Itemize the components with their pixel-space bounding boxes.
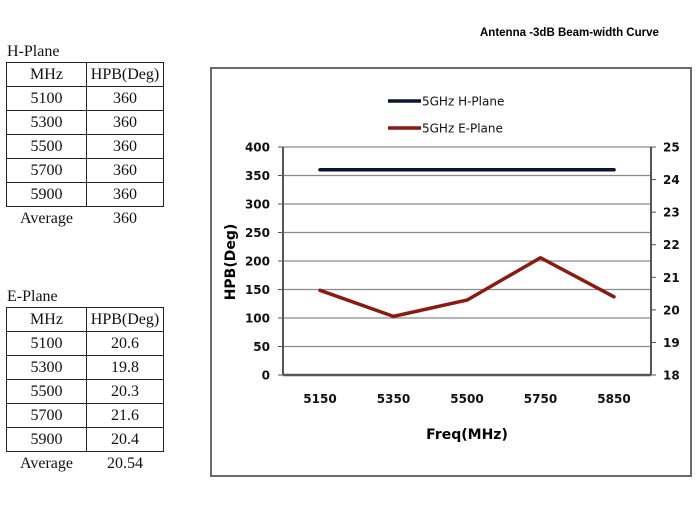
y2-tick-label: 20 <box>663 303 680 317</box>
chart-legend: 5GHz H-Plane 5GHz E-Plane <box>388 95 504 136</box>
cell-hpb: 21.6 <box>86 403 164 428</box>
y-tick-label: 250 <box>245 226 270 240</box>
y2-tick-label: 18 <box>663 369 680 383</box>
chart-axes: 0 50 100 150 200 250 300 350 400 18 19 20 21 22 23 24 25… <box>245 141 680 407</box>
table-row: 5900 20.4 <box>6 427 164 452</box>
cell-hpb: 19.8 <box>86 355 164 380</box>
cell-hpb: 360 <box>86 86 164 111</box>
y-tick-label: 50 <box>253 340 270 354</box>
x-tick-label: 5850 <box>597 392 630 406</box>
table-row: 5300 19.8 <box>6 355 164 380</box>
y-tick-label: 0 <box>262 369 270 383</box>
legend-label: 5GHz H-Plane <box>422 95 504 109</box>
table-row: 5100 20.6 <box>6 331 164 356</box>
cell-mhz: 5100 <box>6 86 87 111</box>
average-row: Average 20.54 <box>7 452 164 476</box>
y2-tick-label: 22 <box>663 238 680 252</box>
average-label: Average <box>20 209 73 227</box>
table-row: 5700 360 <box>6 158 164 183</box>
chart-gridlines <box>283 146 651 376</box>
table-row: 5100 360 <box>6 86 164 111</box>
table-row: 5500 360 <box>6 134 164 159</box>
legend-label: 5GHz E-Plane <box>422 122 503 136</box>
cell-mhz: 5900 <box>6 182 87 207</box>
cell-hpb: 20.4 <box>86 427 164 452</box>
e-plane-table-block: E-Plane MHz HPB(Deg) 5100 20.6 5300 19.8… <box>6 287 164 475</box>
y2-tick-label: 24 <box>663 173 680 187</box>
cell-hpb: 360 <box>86 110 164 135</box>
y-tick-label: 100 <box>245 312 270 326</box>
x-axis-label: Freq(MHz) <box>426 427 508 443</box>
chart-frame <box>210 67 692 477</box>
cell-mhz: 5500 <box>6 134 87 159</box>
h-plane-caption: H-Plane <box>7 43 60 60</box>
h-plane-table-block: H-Plane MHz HPB(Deg) 5100 360 5300 360 5… <box>6 42 164 230</box>
y2-tick-label: 23 <box>663 206 680 220</box>
average-label: Average <box>20 454 73 472</box>
average-value: 360 <box>113 209 137 227</box>
x-tick-label: 5750 <box>524 392 557 406</box>
y-tick-label: 300 <box>245 198 270 212</box>
y-axis-label: HPB(Deg) <box>223 224 239 301</box>
table-row: 5900 360 <box>6 182 164 207</box>
chart-series <box>318 168 616 319</box>
cell-mhz: 5300 <box>6 110 87 135</box>
cell-mhz: 5300 <box>6 355 87 380</box>
cell-hpb: 360 <box>86 134 164 159</box>
series-line-1 <box>318 255 616 319</box>
y2-tick-label: 19 <box>663 336 680 350</box>
table-row: 5300 360 <box>6 110 164 135</box>
x-tick-label: 5350 <box>377 392 410 406</box>
cell-mhz: 5100 <box>6 331 87 356</box>
y-tick-label: 350 <box>245 169 270 183</box>
page-title: Antenna -3dB Beam-width Curve <box>480 27 659 39</box>
y2-tick-label: 21 <box>663 271 680 285</box>
header-mhz: MHz <box>6 307 87 332</box>
e-plane-table: MHz HPB(Deg) 5100 20.6 5300 19.8 5500 20… <box>6 307 164 475</box>
cell-hpb: 360 <box>86 182 164 207</box>
y2-tick-label: 25 <box>663 141 680 155</box>
e-plane-caption: E-Plane <box>7 288 58 305</box>
x-tick-label: 5150 <box>303 392 336 406</box>
h-plane-table: MHz HPB(Deg) 5100 360 5300 360 5500 360 … <box>6 62 164 230</box>
y-tick-label: 150 <box>245 283 270 297</box>
y-tick-label: 400 <box>245 141 270 155</box>
table-header-row: MHz HPB(Deg) <box>6 307 164 332</box>
header-hpb: HPB(Deg) <box>86 307 164 332</box>
y-tick-label: 200 <box>245 255 270 269</box>
cell-hpb: 360 <box>86 158 164 183</box>
average-row: Average 360 <box>7 207 164 231</box>
average-value: 20.54 <box>107 454 143 472</box>
x-tick-label: 5500 <box>450 392 483 406</box>
